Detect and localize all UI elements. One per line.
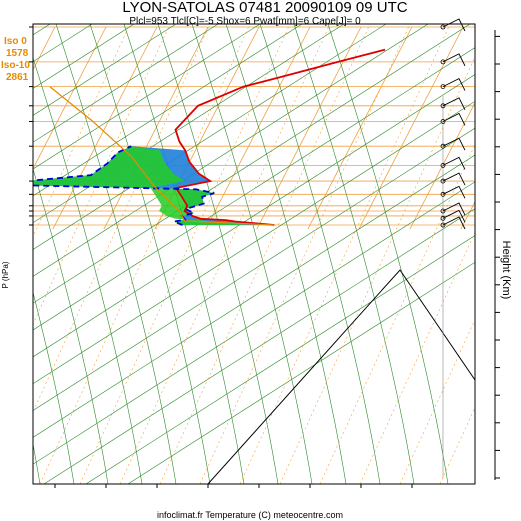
wind-station-dot xyxy=(440,103,446,109)
isotherm-line xyxy=(409,101,475,230)
isotherm-line xyxy=(33,26,56,71)
y-axis-label: P (hPa) xyxy=(1,261,10,288)
moist-adiabat-line xyxy=(225,24,347,484)
dry-adiabat-line xyxy=(33,181,475,465)
wind-station-dot xyxy=(440,59,446,65)
isotherm-line xyxy=(52,26,158,230)
parcel-line xyxy=(49,86,275,226)
moist-adiabat-line xyxy=(33,291,75,484)
wind-station-dot xyxy=(440,119,446,124)
wind-station-dot xyxy=(440,162,446,168)
moist-adiabat-line xyxy=(33,167,109,484)
wind-barb xyxy=(442,137,466,151)
moist-adiabat-line xyxy=(327,24,449,484)
wind-barb xyxy=(442,53,466,67)
wind-barb xyxy=(442,185,466,199)
chart-title: LYON-SATOLAS 07481 20090109 09 UTC xyxy=(122,0,407,16)
moist-adiabat-line xyxy=(123,24,245,484)
wind-barb xyxy=(442,78,466,91)
dry-adiabat-line xyxy=(85,235,475,484)
moist-adiabat-line xyxy=(33,57,143,484)
dry-adiabat-line xyxy=(33,24,261,170)
mixing-ratio-line xyxy=(79,24,291,484)
wind-barb xyxy=(442,156,466,170)
iso10-label: Iso-10 xyxy=(1,60,30,71)
reference-line xyxy=(207,269,475,484)
mixing-ratio-line xyxy=(33,24,171,325)
dry-adiabat-line xyxy=(43,208,475,484)
wind-station-dot xyxy=(440,84,446,90)
moist-adiabat-line xyxy=(157,24,279,484)
wind-barb xyxy=(442,112,466,126)
isotherm-line xyxy=(307,26,413,230)
plot-frame xyxy=(32,23,476,485)
dry-adiabat-line xyxy=(33,24,219,143)
mixing-ratio-line xyxy=(159,24,371,484)
dry-adiabat-line xyxy=(33,24,303,197)
temperature-line xyxy=(174,48,386,226)
wind-barb xyxy=(442,172,466,186)
x-axis-label: infoclimat.fr Temperature (C) meteocentr… xyxy=(157,510,343,520)
wind-barb xyxy=(442,209,466,223)
wind-barb xyxy=(442,97,466,110)
wind-station-dot xyxy=(440,143,446,149)
wind-station-dot xyxy=(440,191,446,197)
wind-station-dot xyxy=(440,208,446,214)
wind-station-dot xyxy=(440,222,446,228)
iso0-value: 1578 xyxy=(6,48,29,59)
moist-adiabat-line xyxy=(89,24,211,484)
dry-adiabat-line xyxy=(33,154,475,438)
moist-adiabat-line xyxy=(259,24,381,484)
dry-adiabat-line xyxy=(33,100,475,385)
dry-adiabat-line xyxy=(33,24,429,277)
dry-adiabat-line xyxy=(33,74,475,358)
dry-adiabat-line xyxy=(33,24,177,116)
mixing-ratio-line xyxy=(39,24,251,484)
iso0-label: Iso 0 xyxy=(4,36,27,47)
mixing-ratio-line xyxy=(239,24,451,484)
wind-barb xyxy=(442,202,466,216)
mixing-ratio-line xyxy=(279,56,475,484)
cape-area xyxy=(33,146,249,225)
chart-subtitle: Plcl=953 Tlcl[C]=-5 Shox=6 Pwat[mm]=6 Ca… xyxy=(129,16,361,27)
moist-adiabat-line xyxy=(293,24,415,484)
dry-adiabat-line xyxy=(127,261,475,484)
wind-station-dot xyxy=(440,178,446,184)
dry-adiabat-line xyxy=(33,127,475,411)
height-axis-label: Height (Km) xyxy=(500,241,512,300)
isotherm-line xyxy=(33,26,107,170)
wind-station-dot xyxy=(440,215,446,221)
wind-barb xyxy=(442,18,466,32)
mixing-ratio-line xyxy=(199,24,411,484)
mixing-ratio-line xyxy=(33,24,211,413)
isotherm-line xyxy=(103,26,209,230)
dry-adiabat-line xyxy=(33,47,475,331)
moist-adiabat-line xyxy=(55,24,177,484)
dry-adiabat-line xyxy=(33,24,345,224)
isotherm-line xyxy=(205,26,311,230)
mixing-ratio-line xyxy=(33,24,131,238)
wind-station-dot xyxy=(440,24,446,30)
mixing-ratio-line xyxy=(119,24,331,484)
dry-adiabat-line xyxy=(33,24,387,250)
wind-barb xyxy=(442,216,466,230)
dry-adiabat-line xyxy=(33,24,471,304)
iso10-value: 2861 xyxy=(6,72,29,83)
